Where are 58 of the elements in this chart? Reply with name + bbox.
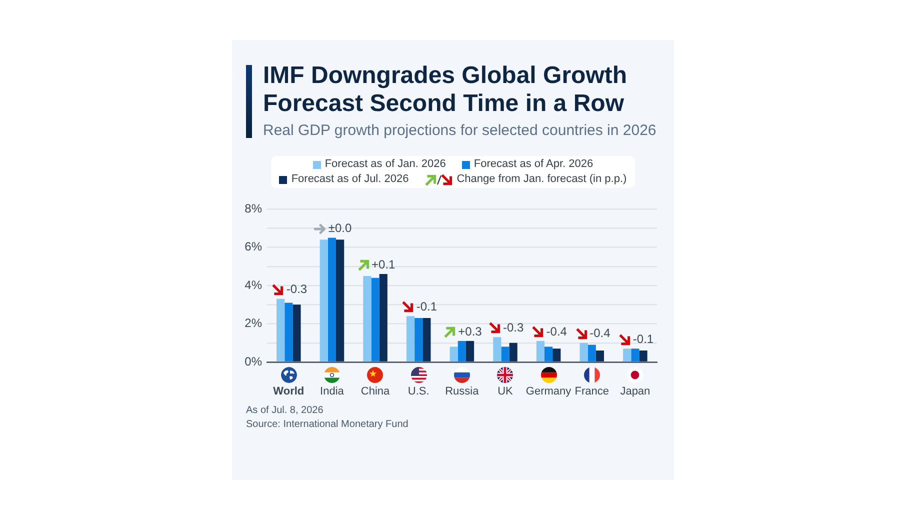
annotation: -0.1 (416, 299, 438, 314)
x-tick-label: Germany (526, 386, 572, 398)
annotation: +0.1 (372, 257, 396, 272)
y-tick-label: 8% (244, 201, 262, 216)
bar (320, 240, 328, 362)
bar (406, 316, 415, 362)
annotation: -0.1 (632, 332, 654, 346)
x-tick-label: Japan (620, 386, 650, 398)
annotation: ±0.0 (328, 221, 352, 235)
bar (623, 348, 632, 362)
bar (336, 240, 344, 362)
bar (422, 318, 431, 362)
chart-subtitle: Real GDP growth projections for selected countries in 2026 (263, 122, 656, 140)
y-tick-label: 6% (244, 240, 262, 254)
y-tick-label: 0% (244, 354, 262, 368)
x-tick-label: U.S. (408, 386, 430, 398)
bar (466, 340, 474, 362)
text: Change from Jan. forecast (in p.p.) (456, 172, 627, 187)
bar (493, 337, 502, 362)
annotation: -0.3 (286, 282, 308, 296)
x-tick-label: France (574, 386, 609, 398)
bar (639, 350, 648, 362)
y-tick-label: 4% (244, 278, 262, 292)
x-tick-label: India (320, 386, 345, 398)
bar (328, 238, 336, 362)
bar (580, 342, 588, 362)
bar (284, 302, 293, 362)
bar (458, 340, 466, 362)
bar (414, 318, 423, 362)
x-tick-label: China (360, 386, 391, 398)
bar (363, 276, 372, 362)
bar (631, 348, 640, 362)
legend-label: Forecast as of Apr. 2026 (474, 157, 594, 172)
bar (379, 274, 388, 362)
annotation: -0.4 (590, 326, 611, 340)
annotation: -0.4 (546, 324, 568, 338)
bar (552, 348, 561, 362)
x-tick-label: UK (498, 386, 514, 398)
bar (371, 278, 380, 362)
bar (536, 340, 545, 362)
text: As of Jul. 8, 2026 (246, 404, 324, 418)
bar (450, 346, 458, 362)
annotation: +0.3 (458, 324, 482, 338)
bar (501, 346, 510, 362)
source-note: Source: International Monetary Fund (246, 418, 408, 432)
legend-label: Forecast as of Jan. 2026 (324, 157, 446, 172)
bar (292, 304, 301, 362)
bar (544, 346, 553, 362)
annotation: -0.3 (502, 320, 524, 334)
bar (276, 298, 285, 362)
x-tick-label: World (273, 386, 304, 398)
bar (588, 344, 596, 362)
legend-label: Forecast as of Jul. 2026 (291, 172, 409, 187)
chart-title: IMF Downgrades Global Growth Forecast Second Time in a Row (263, 62, 628, 118)
y-tick-label: 2% (244, 316, 262, 330)
bar (509, 342, 518, 362)
x-tick-label: Russia (445, 386, 480, 398)
bar (596, 350, 604, 362)
